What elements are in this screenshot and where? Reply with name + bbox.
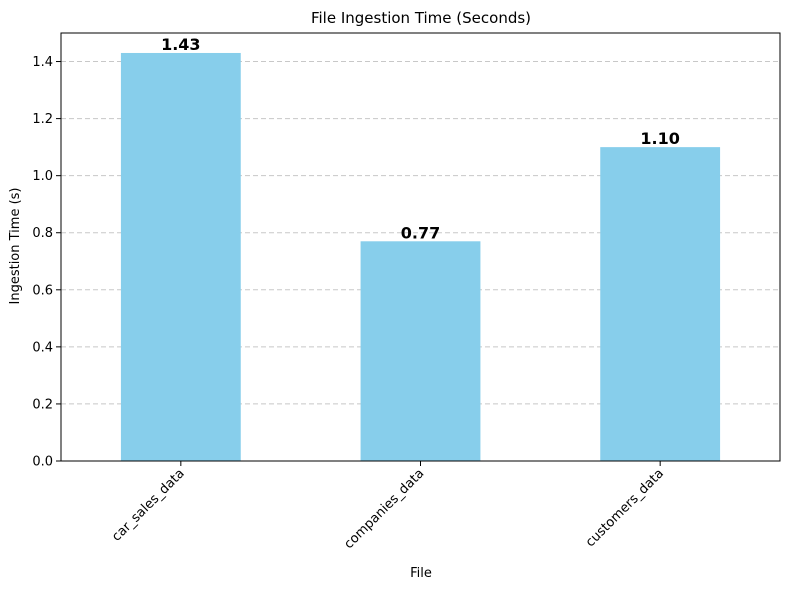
bars — [120, 52, 721, 462]
bar-car_sales_data — [120, 52, 241, 462]
x-axis-label: File — [410, 566, 432, 581]
y-tick-label: 0.0 — [32, 455, 53, 470]
y-tick-label: 1.2 — [32, 112, 53, 127]
y-tick-label: 0.6 — [32, 283, 53, 298]
bar-companies_data — [360, 241, 481, 461]
y-axis-ticks: 0.0 0.2 0.4 0.6 0.8 1.0 1.2 1.4 — [32, 55, 61, 470]
bar-value-label: 1.10 — [640, 129, 679, 148]
y-tick-label: 0.2 — [32, 397, 53, 412]
bar-customers_data — [600, 147, 721, 461]
bar-value-label: 0.77 — [401, 223, 440, 242]
y-axis-label: Ingestion Time (s) — [8, 188, 23, 305]
bar-value-label: 1.43 — [161, 35, 200, 54]
bar-value-labels: 1.43 0.77 1.10 — [161, 35, 680, 242]
y-tick-label: 0.4 — [32, 340, 53, 355]
y-tick-label: 1.4 — [32, 55, 53, 70]
y-tick-label: 1.0 — [32, 169, 53, 184]
chart-title: File Ingestion Time (Seconds) — [311, 9, 531, 27]
y-tick-label: 0.8 — [32, 226, 53, 241]
